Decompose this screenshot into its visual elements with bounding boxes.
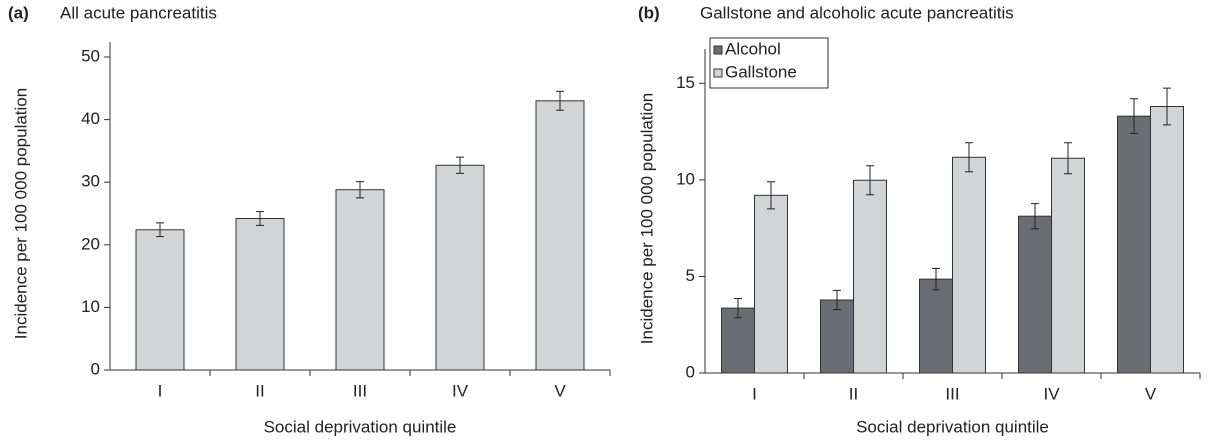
y-tick-label: 30	[81, 172, 100, 191]
bar	[952, 156, 986, 374]
bar	[820, 299, 854, 374]
error-bar	[734, 297, 742, 319]
bar	[853, 179, 887, 374]
error-bar	[932, 268, 940, 291]
error-bar	[356, 181, 364, 199]
panel-label: (b)	[638, 3, 660, 22]
y-tick-label: 5	[686, 266, 695, 285]
x-tick-label: III	[945, 384, 959, 403]
bar	[919, 278, 953, 374]
bar	[135, 229, 185, 371]
x-tick-label: IV	[1043, 384, 1060, 403]
x-axis-label: Social deprivation quintile	[264, 417, 457, 436]
y-axis-label: Incidence per 100 000 population	[11, 88, 30, 339]
error-bar	[866, 165, 874, 196]
bar	[235, 218, 285, 371]
error-bar	[1130, 98, 1138, 135]
error-bar	[833, 289, 841, 311]
y-tick-label: 20	[81, 234, 100, 253]
y-tick-label: 40	[81, 109, 100, 128]
bar	[535, 100, 585, 371]
error-bar	[1163, 87, 1171, 126]
bar	[335, 189, 385, 371]
y-tick-label: 0	[91, 359, 100, 378]
x-tick-label: II	[255, 381, 264, 400]
error-bar	[1064, 142, 1072, 175]
panel-label: (a)	[8, 3, 29, 22]
x-tick-label: V	[554, 381, 566, 400]
x-tick-label: I	[752, 384, 757, 403]
chart-title: All acute pancreatitis	[60, 3, 217, 22]
x-tick-label: V	[1145, 384, 1157, 403]
error-bar	[556, 90, 564, 111]
x-axis-label: Social deprivation quintile	[856, 417, 1049, 436]
legend-swatch	[713, 68, 723, 78]
bar	[1117, 115, 1151, 374]
legend-swatch	[713, 45, 723, 55]
error-bar	[456, 156, 464, 174]
y-tick-label: 0	[686, 362, 695, 381]
legend-label: Gallstone	[725, 62, 797, 81]
error-bar	[767, 181, 775, 210]
error-bar	[965, 142, 973, 173]
x-tick-label: I	[158, 381, 163, 400]
bar	[754, 194, 788, 374]
error-bar	[256, 211, 264, 226]
y-tick-label: 15	[676, 73, 695, 92]
x-tick-label: IV	[452, 381, 469, 400]
bar	[435, 164, 485, 371]
bar	[1150, 105, 1184, 374]
y-tick-label: 10	[81, 297, 100, 316]
chart-title: Gallstone and alcoholic acute pancreatit…	[700, 3, 1014, 22]
y-axis-label: Incidence per 100 000 population	[637, 93, 656, 344]
x-tick-label: III	[353, 381, 367, 400]
legend-box	[709, 37, 829, 89]
x-tick-label: II	[849, 384, 858, 403]
error-bar	[1031, 203, 1039, 230]
legend-label: Alcohol	[725, 39, 781, 58]
bar	[1018, 215, 1052, 374]
bar	[1051, 157, 1085, 374]
y-tick-label: 10	[676, 169, 695, 188]
error-bar	[156, 222, 164, 238]
y-tick-label: 50	[81, 46, 100, 65]
